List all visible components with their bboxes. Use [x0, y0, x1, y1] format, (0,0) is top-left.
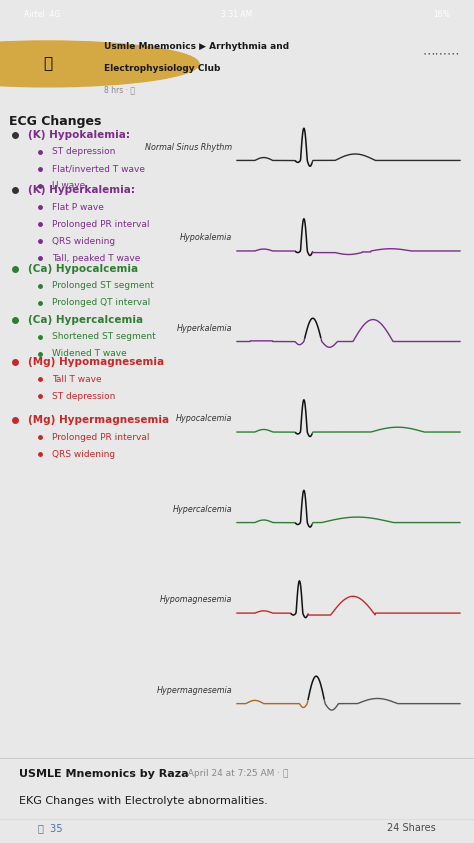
Text: Normal Sinus Rhythm: Normal Sinus Rhythm — [145, 142, 232, 152]
Text: Flat/inverted T wave: Flat/inverted T wave — [52, 164, 145, 174]
Text: Hypocalcemia: Hypocalcemia — [176, 414, 232, 423]
Text: Usmle Mnemonics ▶ Arrhythmia and: Usmle Mnemonics ▶ Arrhythmia and — [104, 42, 290, 51]
Circle shape — [0, 41, 199, 87]
Text: 👍  35: 👍 35 — [38, 823, 63, 833]
Text: (Ca) Hypocalcemia: (Ca) Hypocalcemia — [28, 264, 138, 274]
Text: QRS widening: QRS widening — [52, 450, 115, 459]
Text: Widened T wave: Widened T wave — [52, 349, 127, 358]
Text: Prolonged PR interval: Prolonged PR interval — [52, 220, 150, 228]
Text: (K) Hypokalemia:: (K) Hypokalemia: — [28, 130, 130, 140]
Text: Flat P wave: Flat P wave — [52, 203, 104, 212]
Text: Shortened ST segment: Shortened ST segment — [52, 332, 156, 341]
Text: (Mg) Hypermagnesemia: (Mg) Hypermagnesemia — [28, 416, 170, 425]
Text: Hypercalcemia: Hypercalcemia — [173, 505, 232, 513]
Text: 3:31 AM: 3:31 AM — [221, 10, 253, 19]
Text: Hypokalemia: Hypokalemia — [180, 234, 232, 242]
Text: Tall, peaked T wave: Tall, peaked T wave — [52, 254, 140, 263]
Text: (Ca) Hypercalcemia: (Ca) Hypercalcemia — [28, 314, 144, 325]
Text: Hypomagnesemia: Hypomagnesemia — [160, 595, 232, 604]
Text: Prolonged ST segment: Prolonged ST segment — [52, 282, 154, 290]
Text: (Mg) Hypomagnesemia: (Mg) Hypomagnesemia — [28, 357, 164, 368]
Text: 16%: 16% — [434, 10, 450, 19]
Text: Tall T wave: Tall T wave — [52, 374, 102, 384]
Text: ST depression: ST depression — [52, 392, 116, 400]
Text: April 24 at 7:25 AM · 🌐: April 24 at 7:25 AM · 🌐 — [182, 769, 289, 778]
Text: Electrophysiology Club: Electrophysiology Club — [104, 64, 221, 72]
Text: 8 hrs · 🌐: 8 hrs · 🌐 — [104, 85, 135, 94]
Text: EKG Changes with Electrolyte abnormalities.: EKG Changes with Electrolyte abnormaliti… — [19, 796, 268, 806]
Text: QRS widening: QRS widening — [52, 237, 115, 246]
Text: Airtel  4G: Airtel 4G — [24, 10, 60, 19]
Text: 🧠: 🧠 — [43, 56, 52, 72]
Text: U wave: U wave — [52, 181, 85, 191]
Text: USMLE Mnemonics by Raza: USMLE Mnemonics by Raza — [19, 769, 189, 779]
Text: Prolonged QT interval: Prolonged QT interval — [52, 298, 150, 307]
Text: 24 Shares: 24 Shares — [387, 823, 436, 833]
Text: ST depression: ST depression — [52, 148, 116, 156]
Text: (K) Hyperkalemia:: (K) Hyperkalemia: — [28, 185, 136, 196]
Text: Hyperkalemia: Hyperkalemia — [177, 324, 232, 333]
Text: ECG Changes: ECG Changes — [9, 115, 102, 128]
Text: ⋯⋯⋯: ⋯⋯⋯ — [422, 47, 460, 61]
Text: Hypermagnesemia: Hypermagnesemia — [156, 685, 232, 695]
Text: Prolonged PR interval: Prolonged PR interval — [52, 432, 150, 442]
